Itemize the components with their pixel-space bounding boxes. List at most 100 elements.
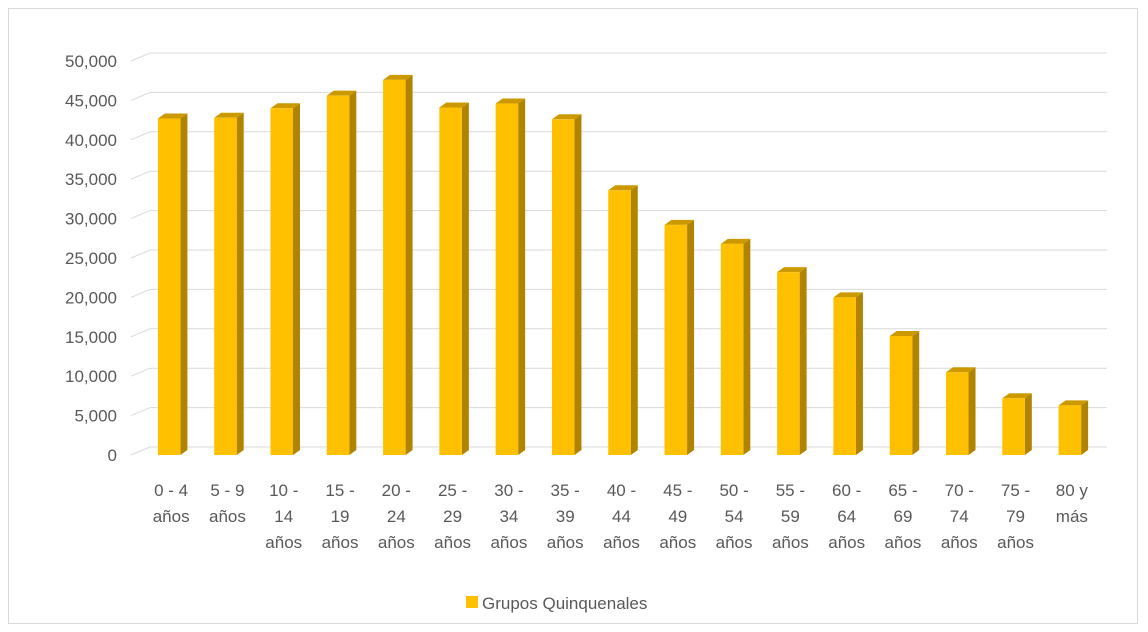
bar-top: [889, 331, 920, 337]
y-tick-label: 5,000: [74, 407, 117, 426]
bar-front: [214, 117, 237, 456]
bar: [214, 112, 244, 456]
x-tick-label: 80 y más: [1056, 481, 1089, 526]
bar-front: [777, 272, 800, 455]
gridline: [130, 249, 1107, 259]
bar-front: [608, 190, 631, 455]
bar-side: [1024, 393, 1032, 455]
y-axis-ticks: 0 5,000 10,000 15,000 20,000 25,000 30,000 35,0…: [65, 52, 117, 465]
y-tick-label: 40,000: [65, 131, 117, 150]
bar-front: [439, 107, 462, 455]
gridline: [130, 210, 1107, 220]
bar-top: [833, 292, 863, 298]
y-tick-label: 30,000: [65, 210, 117, 229]
bar: [326, 90, 357, 455]
legend-swatch: [466, 596, 478, 608]
bar-top: [326, 90, 357, 96]
bar: [270, 103, 300, 455]
x-tick-label: 60 -64 años: [828, 481, 865, 552]
y-tick-label: 15,000: [65, 328, 117, 347]
bar-top: [439, 102, 469, 108]
x-tick-label: 40 -44 años: [603, 481, 640, 552]
bar-side: [743, 238, 751, 455]
bar: [1058, 400, 1089, 455]
bar-top: [551, 114, 582, 120]
legend: Grupos Quinquenales: [466, 594, 647, 613]
y-tick-label: 0: [108, 446, 117, 465]
bar-side: [1081, 400, 1089, 455]
y-tick-label: 10,000: [65, 367, 117, 386]
bar-front: [1002, 398, 1025, 455]
x-tick-label: 10 -14 años: [265, 481, 302, 552]
bar-top: [383, 74, 413, 80]
bar-side: [912, 331, 920, 455]
x-axis-ticks: 0 - 4 años 5 - 9 años 10 -14 años 15 -19 años 20…: [153, 481, 1089, 552]
bar-top: [214, 112, 244, 118]
bar: [1002, 393, 1032, 455]
y-tick-label: 20,000: [65, 288, 117, 307]
gridline: [130, 52, 1107, 62]
bar-side: [968, 367, 976, 455]
bar: [439, 102, 469, 455]
bar-top: [608, 185, 638, 191]
y-tick-label: 25,000: [65, 249, 117, 268]
bar: [495, 98, 526, 455]
x-tick-label: 20 -24 años: [378, 481, 415, 552]
x-tick-label: 55 -59 años: [772, 481, 809, 552]
bar-front: [889, 336, 913, 455]
bar-front: [551, 119, 575, 455]
bar-side: [687, 219, 695, 455]
bar: [946, 367, 976, 455]
x-tick-label: 0 - 4 años: [153, 481, 190, 526]
bar-front: [664, 224, 688, 455]
bar-top: [664, 219, 695, 225]
x-tick-label: 30 -34 años: [490, 481, 527, 552]
bar: [720, 238, 751, 455]
bar-top: [270, 103, 300, 109]
y-tick-label: 35,000: [65, 170, 117, 189]
bar-side: [799, 267, 807, 455]
bar: [664, 219, 695, 455]
x-tick-label: 65 -69 años: [885, 481, 922, 552]
x-tick-label: 45 -49 años: [659, 481, 696, 552]
bar: [608, 185, 638, 455]
bar-front: [833, 297, 856, 455]
bar-side: [630, 185, 638, 455]
bar: [777, 267, 807, 455]
bar-front: [1058, 405, 1082, 455]
bar-top: [1002, 393, 1032, 399]
legend-label: Grupos Quinquenales: [482, 594, 647, 613]
bars: [157, 74, 1089, 456]
x-tick-label: 35 -39 años: [547, 481, 584, 552]
bar-side: [292, 103, 300, 455]
gridline: [130, 131, 1107, 141]
y-tick-label: 45,000: [65, 91, 117, 110]
bar-front: [383, 79, 406, 456]
bar-side: [349, 90, 357, 455]
bar-top: [720, 238, 751, 244]
bar-side: [574, 114, 582, 455]
bar-top: [157, 113, 188, 119]
bar-side: [518, 98, 526, 455]
bar-side: [461, 102, 469, 455]
bar-front: [495, 103, 519, 455]
gridline: [130, 170, 1107, 180]
bar-top: [1058, 400, 1089, 406]
x-tick-label: 50 -54 años: [716, 481, 753, 552]
bar-side: [180, 113, 188, 456]
bar: [889, 331, 920, 455]
bar: [551, 114, 582, 455]
bar-front: [270, 108, 293, 455]
x-tick-label: 75 -79 años: [997, 481, 1034, 552]
bar: [833, 292, 863, 455]
x-tick-label: 25 -29 años: [434, 481, 471, 552]
bar-front: [720, 243, 744, 455]
x-tick-label: 70 -74 años: [941, 481, 978, 552]
bar-top: [495, 98, 526, 104]
bar-side: [405, 74, 413, 456]
bar-side: [236, 112, 244, 456]
bar-top: [946, 367, 976, 373]
y-tick-label: 50,000: [65, 52, 117, 71]
bar-front: [157, 118, 181, 456]
